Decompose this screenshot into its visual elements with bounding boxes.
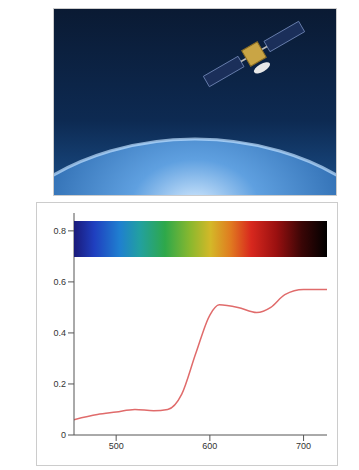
svg-text:0.6: 0.6 xyxy=(53,277,66,287)
svg-text:500: 500 xyxy=(109,441,124,451)
svg-text:0.8: 0.8 xyxy=(53,226,66,236)
svg-text:0.4: 0.4 xyxy=(53,328,66,338)
svg-text:600: 600 xyxy=(202,441,217,451)
svg-text:700: 700 xyxy=(296,441,311,451)
svg-text:0: 0 xyxy=(61,430,66,440)
svg-text:0.2: 0.2 xyxy=(53,379,66,389)
